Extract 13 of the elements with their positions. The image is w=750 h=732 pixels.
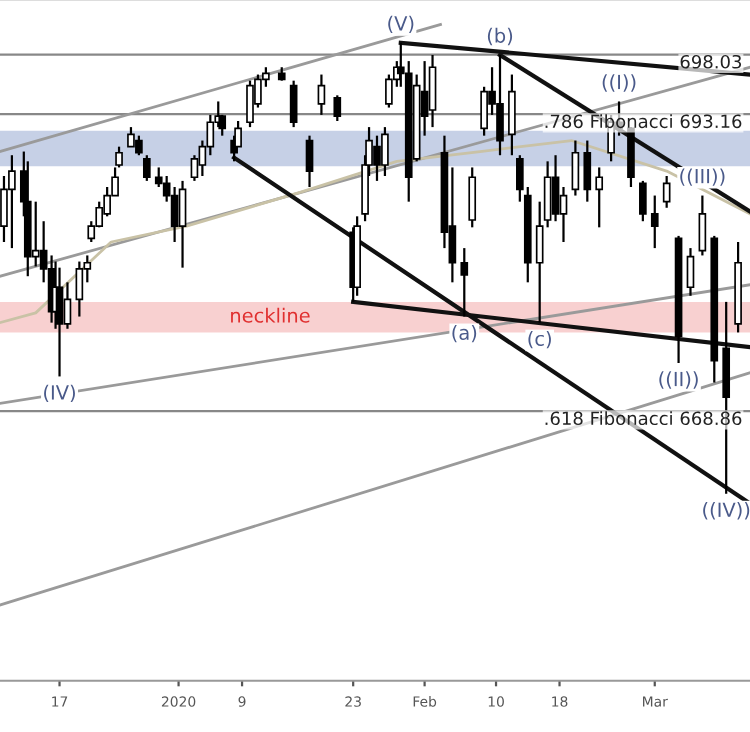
annotation: ((IV)) bbox=[703, 502, 750, 520]
annotation: ((III)) bbox=[680, 168, 725, 186]
band-label: neckline bbox=[231, 307, 310, 323]
ref-line-label: 698.03 bbox=[680, 54, 742, 69]
annotation: (IV) bbox=[44, 384, 75, 403]
annotation: (b) bbox=[487, 27, 513, 46]
annotation: ((I)) bbox=[602, 74, 636, 92]
annotation: (c) bbox=[528, 331, 551, 349]
annotation: (a) bbox=[452, 324, 477, 343]
ref-line-label: .786 Fibonacci 693.16 bbox=[545, 114, 742, 129]
ref-line-label: .618 Fibonacci 668.86 bbox=[545, 411, 742, 426]
annotation: (V) bbox=[388, 15, 414, 33]
annotation: ((II)) bbox=[659, 371, 698, 389]
